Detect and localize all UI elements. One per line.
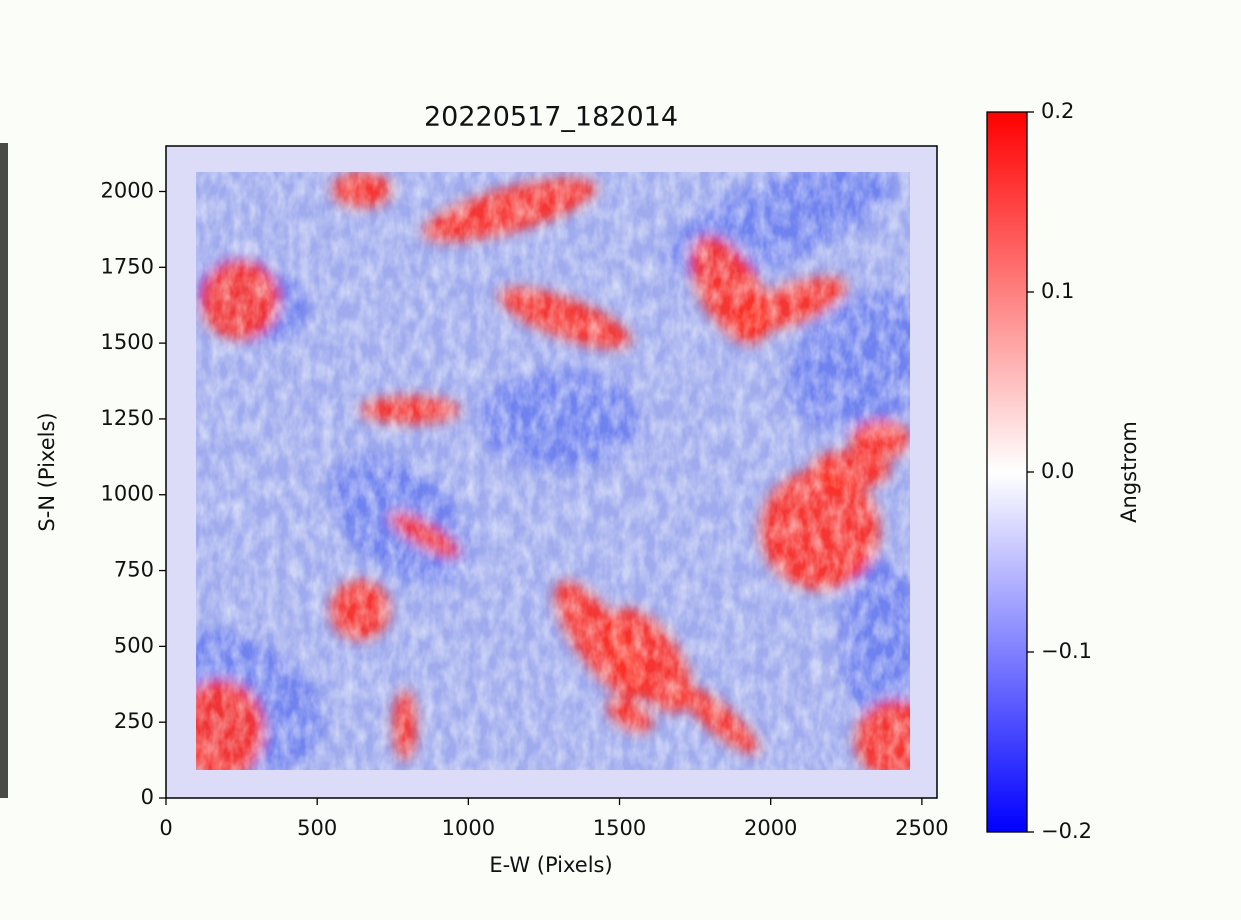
colorbar-tick-label: −0.1 [1041,639,1092,663]
x-tick-label: 500 [297,816,337,840]
axes-frame [165,145,938,799]
x-tick-label: 2500 [895,816,948,840]
y-tick-label: 500 [114,633,154,657]
x-axis-label: E-W (Pixels) [489,853,612,877]
colorbar-tick-label: −0.2 [1041,819,1092,843]
colorbar-tick-label: 0.2 [1041,99,1074,123]
x-tick-label: 0 [159,816,172,840]
y-tick-label: 1750 [101,254,154,278]
colorbar [986,111,1028,833]
x-tick-label: 1000 [442,816,495,840]
y-tick-label: 1250 [101,406,154,430]
colorbar-tick-label: 0.1 [1041,279,1074,303]
colorbar-label: Angstrom [1117,421,1141,523]
y-tick-label: 0 [141,785,154,809]
y-tick-label: 750 [114,558,154,582]
x-tick-label: 1500 [593,816,646,840]
y-tick-label: 250 [114,709,154,733]
x-tick-label: 2000 [744,816,797,840]
y-tick-label: 1500 [101,330,154,354]
colorbar-tick-label: 0.0 [1041,459,1074,483]
texture-grain [196,172,910,770]
image [196,172,910,770]
y-axis-label: S-N (Pixels) [35,412,59,531]
y-tick-label: 1000 [101,482,154,506]
chart-title: 20220517_182014 [424,102,678,133]
side-bar [0,143,8,798]
y-tick-label: 2000 [101,178,154,202]
